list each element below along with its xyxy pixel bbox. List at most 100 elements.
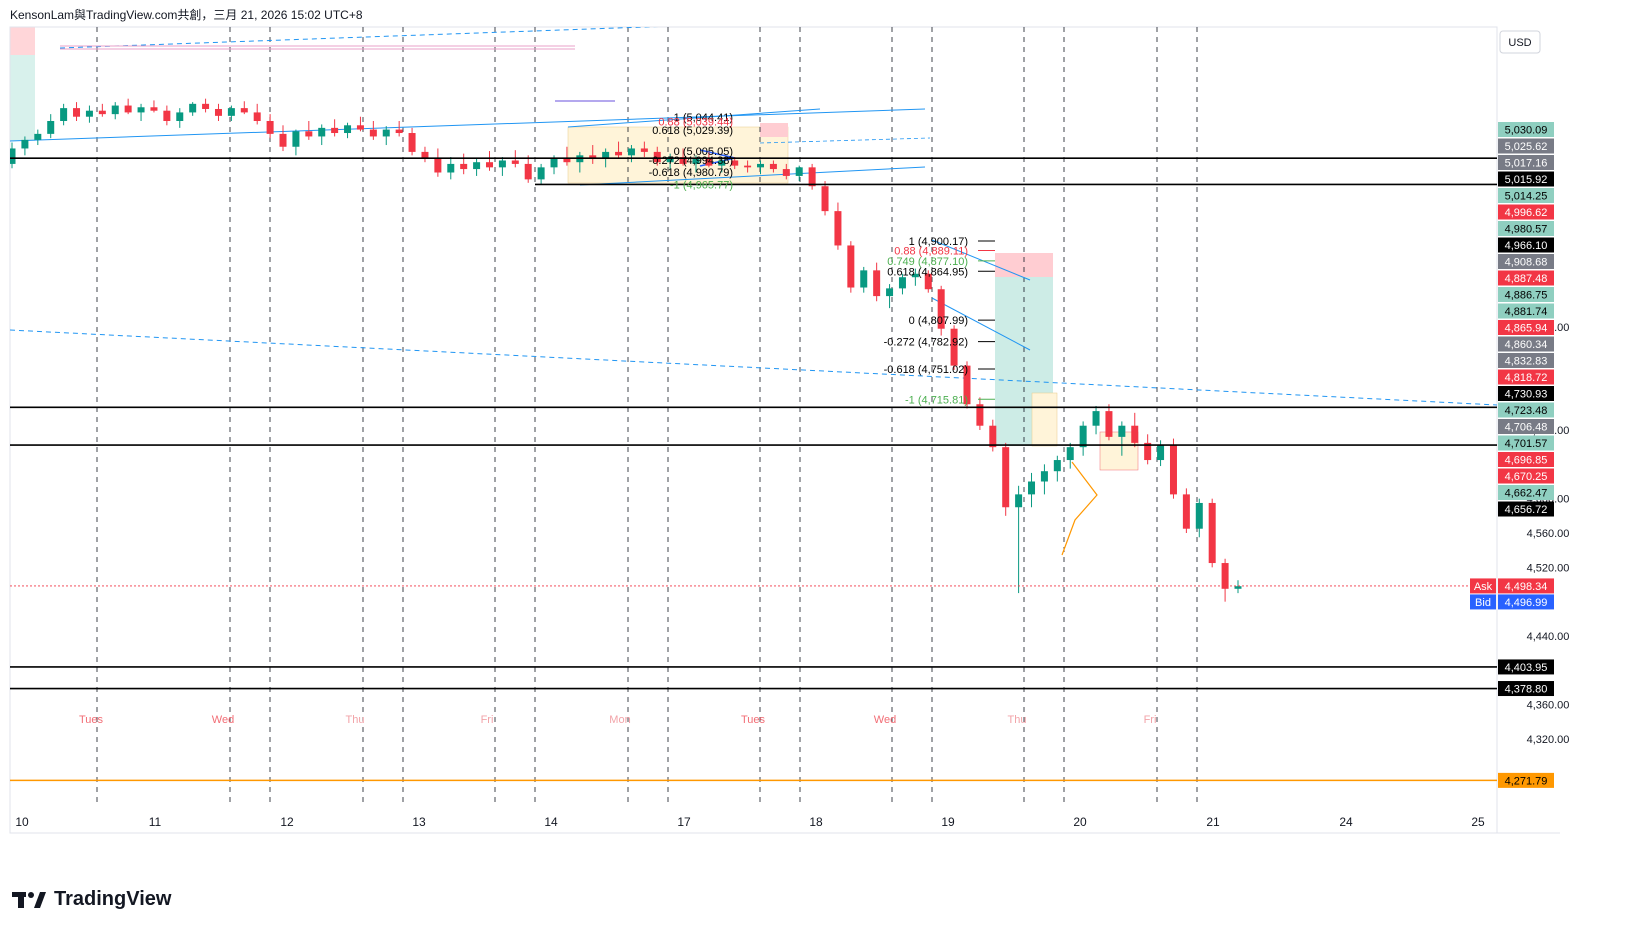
price-label-text: 4,908.68 <box>1505 257 1548 269</box>
candle-body <box>950 328 958 366</box>
candle-body <box>434 158 442 173</box>
price-label-text: 4,723.48 <box>1505 405 1548 417</box>
price-label-box <box>1498 270 1554 286</box>
time-axis[interactable]: 10 11 12 13 14 17 18 19 20 21 24 25 Tues Wed Thu Fri Mon… <box>15 714 1485 829</box>
candle-body <box>421 151 429 159</box>
price-label-text: 4,966.10 <box>1505 240 1548 252</box>
candle-body <box>1092 411 1100 426</box>
ask-tag <box>1470 578 1496 594</box>
candle-body <box>331 127 339 134</box>
weekday-label: Fri <box>481 714 494 726</box>
x-tick-label: 19 <box>941 815 955 829</box>
price-tick-label: 4,320.00 <box>1527 734 1570 746</box>
price-tick-label: 4,440.00 <box>1527 631 1570 643</box>
chart-header-title: KensonLam與TradingView.com共創，三月 21, 2026 … <box>10 8 363 22</box>
candle-body <box>524 163 532 180</box>
candle-body <box>473 162 481 170</box>
consolidation-box <box>567 126 789 184</box>
zone-green-top-left <box>10 55 35 141</box>
x-tick-label: 11 <box>149 815 162 829</box>
candle-body <box>537 167 545 180</box>
candle-body <box>963 365 971 405</box>
candle-body <box>227 108 235 116</box>
candle-body <box>305 131 313 137</box>
candle-body <box>924 273 932 290</box>
candle-body <box>976 404 984 426</box>
price-label-box <box>1498 681 1554 697</box>
price-label-box <box>1498 320 1554 336</box>
price-label-box <box>1498 237 1554 253</box>
price-tick-label: 4,360.00 <box>1527 700 1570 712</box>
fib-level-label: 1 (5,044.41) <box>674 112 733 124</box>
fib-level-label: 0.88 (4,889.11) <box>894 246 968 258</box>
candle-body <box>253 112 261 121</box>
price-label-text: 4,886.75 <box>1505 290 1548 302</box>
price-label-text: 5,025.62 <box>1505 141 1548 153</box>
weekday-label: Thu <box>346 714 365 726</box>
x-tick-label: 24 <box>1339 815 1353 829</box>
x-tick-label: 21 <box>1206 815 1220 829</box>
candle-body <box>757 163 765 168</box>
zone-red-mid <box>760 123 788 137</box>
price-label-box <box>1498 171 1554 187</box>
currency-label: USD <box>1508 37 1531 49</box>
price-label-text: 4,701.57 <box>1505 438 1548 450</box>
candle-body <box>408 133 416 152</box>
price-label-text: 4,403.95 <box>1505 662 1548 674</box>
candle-body <box>21 139 29 149</box>
price-label-box <box>1498 485 1554 501</box>
price-label-box <box>1498 468 1554 484</box>
x-tick-label: 25 <box>1471 815 1485 829</box>
candle-body <box>834 211 842 246</box>
candle-body <box>847 245 855 288</box>
candle-body <box>47 121 55 134</box>
price-label-box <box>1498 452 1554 468</box>
price-label-text: 5,014.25 <box>1505 191 1548 203</box>
zone-red-top-left <box>10 27 35 55</box>
weekday-label: Fri <box>1144 714 1157 726</box>
price-label-box <box>1498 659 1554 675</box>
fib-level-label: 0.618 (4,864.95) <box>887 266 968 278</box>
channel-upper <box>567 108 821 128</box>
fib-level-label: 0.749 (4,877.10) <box>887 256 968 268</box>
candle-body <box>937 289 945 329</box>
candle-body <box>1053 460 1061 472</box>
fibonacci-labels: 1 (5,044.41)0.88 (5,039.44)0.618 (5,029.… <box>649 112 995 406</box>
x-tick-label: 20 <box>1073 815 1087 829</box>
fib-level-label: -1 (4,715.81) <box>905 394 968 406</box>
price-label-text: 4,832.83 <box>1505 356 1548 368</box>
price-tick-label: 4,520.00 <box>1527 562 1570 574</box>
price-label-text: 4,271.79 <box>1505 775 1548 787</box>
fib-level-label: -1 (4,965.77) <box>670 180 733 192</box>
price-axis[interactable]: USD 4,320.00 4,360.00 4,440.00 4,520.00 4,560… <box>1470 30 1570 788</box>
candle-body <box>860 270 868 288</box>
price-label-text: 4,996.62 <box>1505 207 1548 219</box>
price-label-text: 4,670.25 <box>1505 471 1548 483</box>
candle-body <box>98 110 106 115</box>
price-label-box <box>1498 501 1554 517</box>
tradingview-logo[interactable]: TradingView <box>12 888 171 911</box>
candle-body <box>1002 447 1010 508</box>
trendline-dashed-top <box>59 27 659 49</box>
candle-body <box>10 148 16 164</box>
candle-body <box>1157 445 1165 461</box>
candle-body <box>1118 425 1126 437</box>
price-label-text: 4,980.57 <box>1505 224 1548 236</box>
price-label-box <box>1498 254 1554 270</box>
price-label-box <box>1498 369 1554 385</box>
price-label-box <box>1498 772 1554 788</box>
candle-body <box>1066 447 1074 461</box>
candlestick-series <box>10 98 1242 602</box>
x-tick-label: 18 <box>809 815 823 829</box>
candle-body <box>34 133 42 140</box>
candle-body <box>1182 494 1190 529</box>
tradingview-logo-icon <box>12 891 46 908</box>
candle-body <box>1234 586 1242 589</box>
weekday-label: Thu <box>1008 714 1027 726</box>
candle-body <box>679 157 687 164</box>
price-label-box <box>1498 155 1554 171</box>
candle-body <box>163 110 171 121</box>
x-tick-label: 13 <box>412 815 426 829</box>
candle-body <box>589 155 597 159</box>
